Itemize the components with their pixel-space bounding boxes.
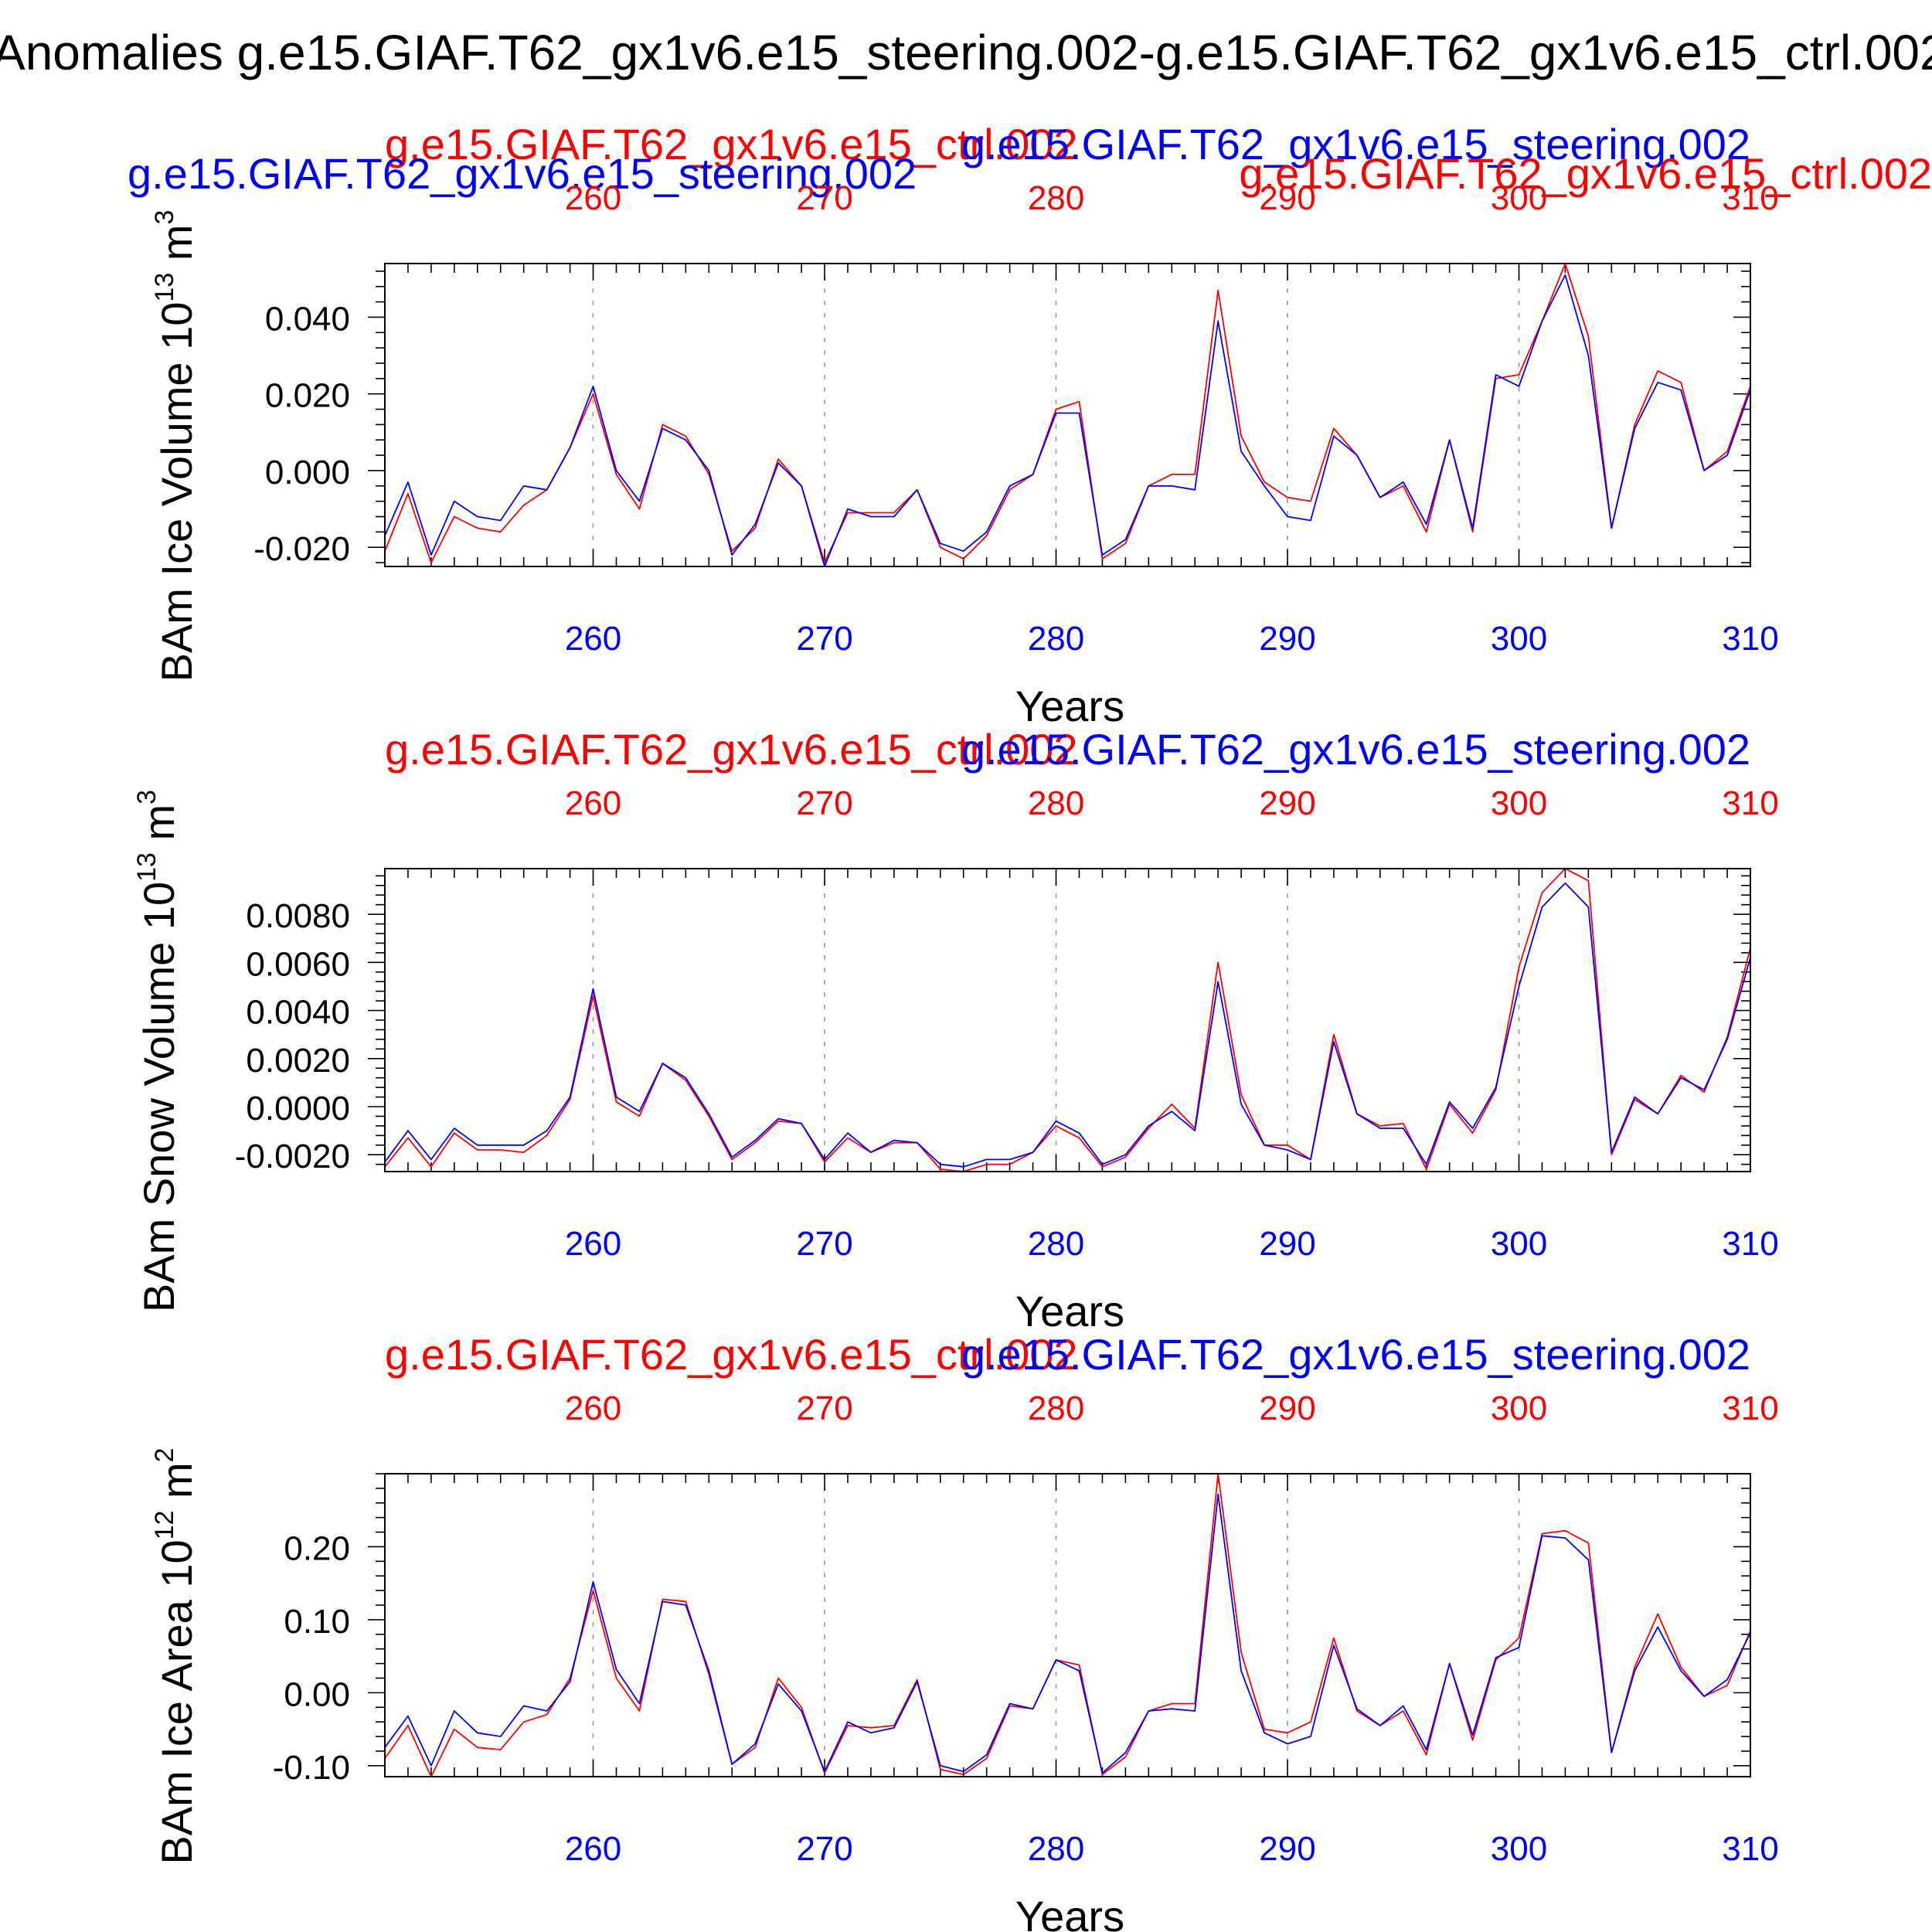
y-tick-label: 0.10 bbox=[284, 1603, 350, 1641]
series-name-steering: g.e15.GIAF.T62_gx1v6.e15_steering.002 bbox=[961, 725, 1750, 774]
x-tick-label-bottom: 310 bbox=[1722, 1225, 1778, 1263]
x-tick-label-bottom: 260 bbox=[565, 1830, 621, 1868]
x-tick-label-top: 260 bbox=[565, 179, 621, 217]
y-tick-label: 0.0080 bbox=[246, 897, 350, 935]
legend-steering: g.e15.GIAF.T62_gx1v6.e15_steering.002 bbox=[128, 149, 917, 198]
y-tick-label: 0.00 bbox=[284, 1675, 350, 1713]
plot-frame bbox=[384, 263, 1751, 567]
series-name-ctrl: g.e15.GIAF.T62_gx1v6.e15_ctrl.002 bbox=[385, 120, 1078, 168]
x-tick-label-top: 300 bbox=[1491, 784, 1547, 822]
x-tick-label-top: 260 bbox=[565, 784, 621, 822]
y-axis-title: BAm Ice Volume 1013 m3 bbox=[150, 210, 201, 682]
y-tick-label: -0.020 bbox=[253, 530, 350, 568]
x-tick-label-bottom: 290 bbox=[1259, 620, 1315, 658]
y-tick-label: 0.20 bbox=[284, 1529, 350, 1567]
y-axis-title: BAm Ice Area 1012 m2 bbox=[150, 1447, 201, 1864]
x-tick-label-bottom: 290 bbox=[1259, 1225, 1315, 1263]
x-tick-label-bottom: 290 bbox=[1259, 1830, 1315, 1868]
x-tick-label-bottom: 280 bbox=[1028, 620, 1084, 658]
y-tick-label: 0.0000 bbox=[246, 1090, 350, 1128]
x-tick-label-top: 270 bbox=[796, 784, 852, 822]
y-tick-label: 0.040 bbox=[265, 300, 350, 338]
x-tick-label-top: 260 bbox=[565, 1389, 621, 1427]
x-tick-label-top: 310 bbox=[1722, 784, 1778, 822]
x-tick-label-bottom: 280 bbox=[1028, 1830, 1084, 1868]
x-tick-label-bottom: 310 bbox=[1722, 1830, 1778, 1868]
series-line-ctrl bbox=[384, 868, 1751, 1172]
x-tick-label-top: 290 bbox=[1259, 179, 1315, 217]
x-tick-label-top: 310 bbox=[1722, 1389, 1778, 1427]
series-line-steering bbox=[384, 882, 1751, 1168]
x-tick-label-bottom: 270 bbox=[796, 1830, 852, 1868]
chart-panel-2: g.e15.GIAF.T62_gx1v6.e15_ctrl.002g.e15.G… bbox=[132, 725, 1779, 1335]
y-tick-label: -0.0020 bbox=[235, 1138, 350, 1175]
y-tick-label: 0.0060 bbox=[246, 945, 350, 983]
y-tick-label: -0.10 bbox=[273, 1749, 350, 1787]
x-tick-label-bottom: 260 bbox=[565, 620, 621, 658]
y-tick-label: 0.0020 bbox=[246, 1042, 350, 1080]
x-axis-title: Years bbox=[1015, 1892, 1124, 1932]
legend-ctrl: g.e15.GIAF.T62_gx1v6.e15_ctrl.002 bbox=[1239, 149, 1932, 198]
page-title: Anomalies g.e15.GIAF.T62_gx1v6.e15_steer… bbox=[0, 25, 1932, 80]
series-name-ctrl: g.e15.GIAF.T62_gx1v6.e15_ctrl.002 bbox=[385, 725, 1078, 774]
x-tick-label-top: 300 bbox=[1491, 1389, 1547, 1427]
x-tick-label-bottom: 270 bbox=[796, 1225, 852, 1263]
series-line-ctrl bbox=[384, 1473, 1751, 1777]
plot-frame bbox=[384, 868, 1751, 1172]
plot-frame bbox=[384, 1473, 1751, 1777]
x-tick-label-top: 310 bbox=[1722, 179, 1778, 217]
series-line-steering bbox=[384, 1493, 1751, 1774]
x-tick-label-top: 270 bbox=[796, 179, 852, 217]
x-axis-title: Years bbox=[1015, 682, 1124, 730]
series-name-ctrl: g.e15.GIAF.T62_gx1v6.e15_ctrl.002 bbox=[385, 1330, 1078, 1379]
x-tick-label-bottom: 300 bbox=[1491, 1830, 1547, 1868]
x-tick-label-bottom: 260 bbox=[565, 1225, 621, 1263]
series-name-steering: g.e15.GIAF.T62_gx1v6.e15_steering.002 bbox=[961, 120, 1750, 168]
x-tick-label-top: 270 bbox=[796, 1389, 852, 1427]
y-tick-label: 0.0040 bbox=[246, 994, 350, 1032]
x-tick-label-bottom: 280 bbox=[1028, 1225, 1084, 1263]
x-tick-label-bottom: 300 bbox=[1491, 1225, 1547, 1263]
x-tick-label-top: 280 bbox=[1028, 179, 1084, 217]
series-line-ctrl bbox=[384, 263, 1751, 563]
x-tick-label-bottom: 270 bbox=[796, 620, 852, 658]
chart-panel-3: g.e15.GIAF.T62_gx1v6.e15_ctrl.002g.e15.G… bbox=[150, 1330, 1779, 1932]
x-tick-label-top: 280 bbox=[1028, 784, 1084, 822]
x-tick-label-top: 290 bbox=[1259, 784, 1315, 822]
x-tick-label-top: 290 bbox=[1259, 1389, 1315, 1427]
x-axis-title: Years bbox=[1015, 1287, 1124, 1335]
series-name-steering: g.e15.GIAF.T62_gx1v6.e15_steering.002 bbox=[961, 1330, 1750, 1379]
chart-panel-1: g.e15.GIAF.T62_gx1v6.e15_ctrl.002g.e15.G… bbox=[128, 120, 1932, 730]
x-tick-label-top: 280 bbox=[1028, 1389, 1084, 1427]
x-tick-label-bottom: 310 bbox=[1722, 620, 1778, 658]
x-tick-label-bottom: 300 bbox=[1491, 620, 1547, 658]
y-tick-label: 0.000 bbox=[265, 454, 350, 492]
x-tick-label-top: 300 bbox=[1491, 179, 1547, 217]
y-axis-title: BAm Snow Volume 1013 m3 bbox=[132, 790, 183, 1312]
series-line-steering bbox=[384, 274, 1751, 567]
y-tick-label: 0.020 bbox=[265, 377, 350, 415]
